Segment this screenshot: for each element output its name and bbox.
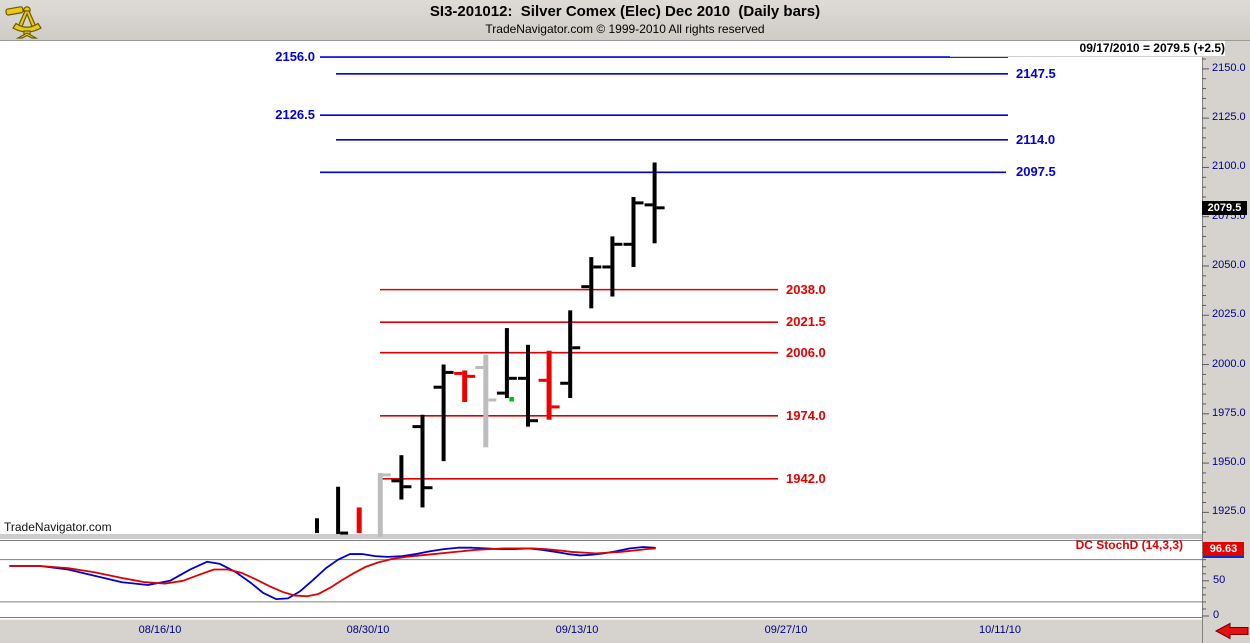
indicator-value-badge: 96.63 [1203,542,1244,556]
price-tick-label: 2000.0 [1212,357,1246,370]
header-divider [0,40,1250,41]
quote-readout: 09/17/2010 = 2079.5 (+2.5) [950,41,1225,57]
price-tick-label: 2050.0 [1212,258,1246,271]
support-level-label: 2038.0 [786,281,826,297]
pane-separator [0,534,1202,539]
support-level-label: 2006.0 [786,344,826,360]
price-tick-label: 2025.0 [1212,308,1246,321]
price-pane [0,41,1202,534]
date-label: 09/27/10 [764,624,808,636]
indicator-label: DC StochD (14,3,3) [1075,538,1183,552]
scroll-left-arrow-icon[interactable] [1214,621,1250,641]
last-price-badge: 2079.5 [1202,200,1247,215]
chart-subtitle: TradeNavigator.com © 1999-2010 All right… [485,22,765,36]
tradenavigator-sextant-logo-icon [4,1,50,39]
date-label: 09/13/10 [555,624,599,636]
date-label: 08/16/10 [138,624,182,636]
indicator-badge-underline [1203,556,1244,558]
time-axis-strip[interactable] [0,619,1202,643]
resistance-level-label: 2156.0 [275,49,315,65]
resistance-level-label: 2147.5 [1016,65,1056,81]
price-tick-label: 1950.0 [1212,456,1246,469]
price-tick-label: 1925.0 [1212,505,1246,518]
resistance-level-label: 2114.0 [1016,131,1056,147]
indicator-pane-border [0,617,1250,618]
chart-header: SI3-201012: Silver Comex (Elec) Dec 2010… [0,0,1250,40]
watermark: TradeNavigator.com [4,520,112,534]
support-level-label: 2021.5 [786,314,826,330]
price-tick-label: 1975.0 [1212,406,1246,419]
price-tick-label: 2125.0 [1212,111,1246,124]
chart-title: SI3-201012: Silver Comex (Elec) Dec 2010… [429,3,821,20]
date-label: 10/11/10 [978,624,1021,636]
stoch-axis-label: 0 [1213,609,1220,621]
support-level-label: 1974.0 [786,407,826,423]
stoch-axis-label: 50 [1213,573,1226,586]
price-tick-label: 2150.0 [1212,61,1246,74]
support-level-label: 1942.0 [786,470,826,486]
price-tick-label: 2100.0 [1212,160,1246,173]
resistance-level-label: 2097.5 [1016,164,1056,180]
date-label: 08/30/10 [346,624,390,636]
resistance-level-label: 2126.5 [275,107,315,123]
